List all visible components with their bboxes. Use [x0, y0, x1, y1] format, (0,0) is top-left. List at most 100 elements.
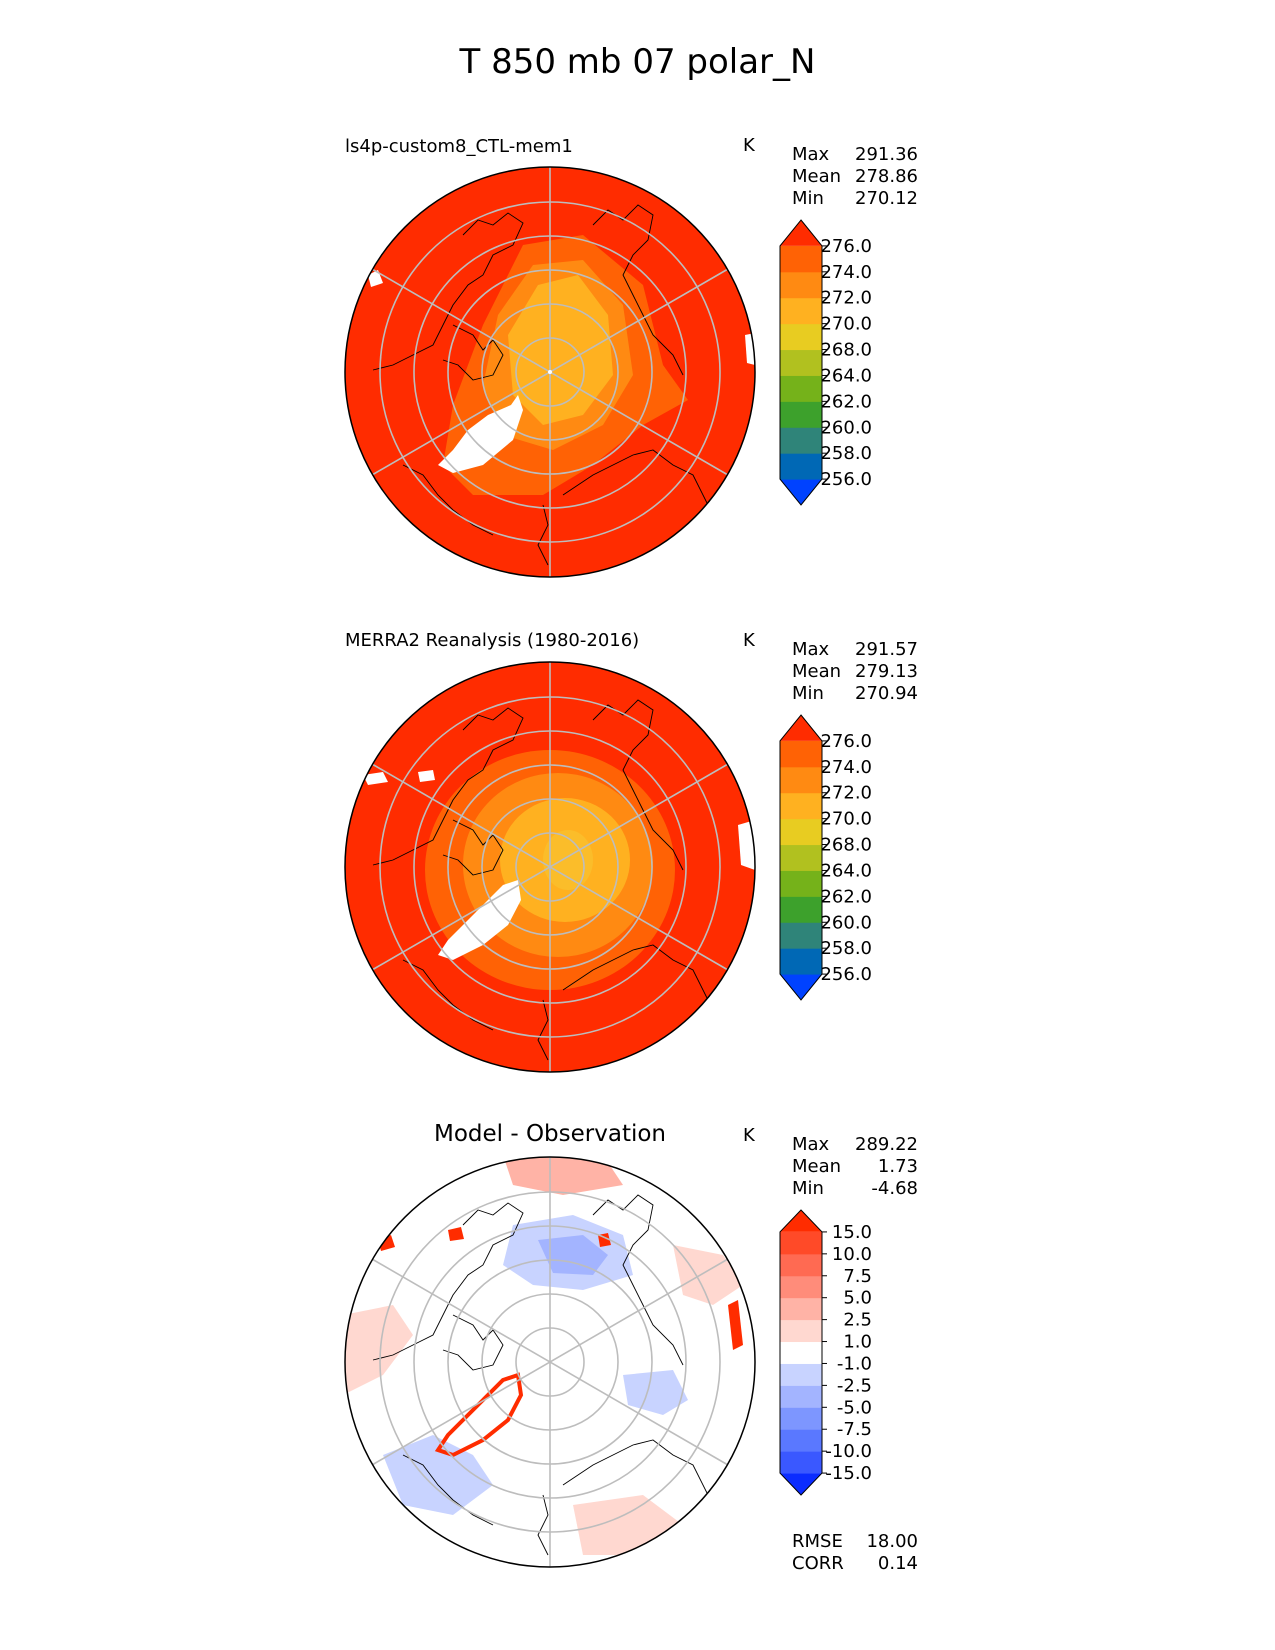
stat-min: Min 270.94 [792, 683, 918, 704]
panel-2-units: K [743, 630, 755, 651]
colorbar-tick-label: 10.0 [832, 1244, 872, 1265]
stat-min: Min 270.12 [792, 188, 918, 209]
panel-2-polar-map [344, 661, 756, 1073]
colorbar-tick-label: 15.0 [832, 1222, 872, 1243]
panel-3-colorbar: -15.0-10.0-7.5-5.0-2.5-1.01.02.55.07.510… [779, 1209, 872, 1496]
colorbar-segment [780, 453, 822, 480]
diff-warm-top [503, 1157, 623, 1195]
colorbar-tick-label: 274.0 [820, 262, 872, 283]
colorbar-tick-label: -2.5 [837, 1375, 872, 1396]
metric-corr: CORR 0.14 [792, 1553, 918, 1574]
colorbar-segment [780, 1363, 822, 1386]
colorbar-tick-label: -15.0 [825, 1463, 872, 1484]
colorbar-tick-label: -7.5 [837, 1419, 872, 1440]
colorbar-segment [780, 1429, 822, 1452]
colorbar-segment [780, 844, 822, 871]
diff-hotspot-edge [728, 1300, 743, 1350]
panel-1-title: ls4p-custom8_CTL-mem1 [345, 136, 573, 157]
colorbar-tick-label: 262.0 [820, 391, 872, 412]
colorbar-segment [780, 349, 822, 376]
colorbar-tick-label: 260.0 [820, 417, 872, 438]
coastlines [372, 1194, 714, 1556]
missing-patch-1 [363, 772, 388, 785]
panel-1-polar-map [344, 166, 756, 578]
pole-marker [548, 370, 552, 374]
colorbar-tick-label: -5.0 [837, 1397, 872, 1418]
colorbar-segment [780, 818, 822, 846]
colorbar-tick-label: 2.5 [843, 1310, 872, 1331]
colorbar-segment [780, 715, 822, 741]
coastlines [372, 204, 714, 566]
colorbar-segment [780, 1210, 822, 1232]
colorbar-tick-label: 256.0 [820, 964, 872, 985]
metric-rmse: RMSE 18.00 [792, 1531, 918, 1552]
diff-cool-bottom-left [383, 1435, 493, 1515]
colorbar-segment [780, 1341, 822, 1364]
colorbar-segment [780, 896, 822, 923]
diff-cool-right [623, 1370, 688, 1415]
colorbar-tick-label: 7.5 [843, 1266, 872, 1287]
missing-patch-left [368, 270, 383, 287]
colorbar-segment [780, 297, 822, 325]
colorbar-segment [780, 870, 822, 897]
missing-patch-2 [418, 770, 435, 782]
panel-2-colorbar: 256.0 258.0 260.0 262.0 264.0 268.0 270.0 272.0… [779, 714, 872, 1001]
colorbar-tick-label: 260.0 [820, 912, 872, 933]
stat-max: Max 289.22 [792, 1134, 918, 1155]
colorbar-segment [780, 271, 822, 299]
colorbar-segment [780, 401, 822, 428]
colorbar-segment [780, 479, 822, 505]
colorbar-tick-label: 1.0 [843, 1332, 872, 1353]
colorbar-segment [780, 1253, 822, 1277]
colorbar-segment [780, 245, 822, 273]
panel-1-colorbar: 256.0 258.0 260.0 262.0 264.0 268.0 270.0 272.0… [779, 219, 872, 506]
greenland-mask [438, 880, 521, 960]
colorbar-tick-label: 276.0 [820, 731, 872, 752]
colorbar-tick-label: 274.0 [820, 757, 872, 778]
colorbar-tick-label: 272.0 [820, 783, 872, 804]
colorbar-segment [780, 375, 822, 402]
colorbar-segment [780, 792, 822, 820]
diff-hotspot-2 [448, 1227, 464, 1241]
colorbar-tick-label: 264.0 [820, 860, 872, 881]
panel-2-title: MERRA2 Reanalysis (1980-2016) [345, 630, 640, 651]
colorbar-tick-label: 270.0 [820, 809, 872, 830]
colorbar-tick-label: 258.0 [820, 938, 872, 959]
colorbar-segment [780, 1319, 822, 1343]
panel-1-units: K [743, 135, 755, 156]
colorbar-segment [780, 427, 822, 454]
panel-3-stats: Max 289.22 Mean 1.73 Min -4.68 [792, 1134, 918, 1200]
colorbar-segment [780, 740, 822, 768]
figure-title: T 850 mb 07 polar_N [459, 42, 816, 82]
colorbar-tick-label: 256.0 [820, 469, 872, 490]
stat-max: Max 291.36 [792, 144, 918, 165]
colorbar-segment [780, 974, 822, 1000]
colorbar-tick-label: 272.0 [820, 288, 872, 309]
stat-mean: Mean 278.86 [792, 166, 918, 187]
graticule [371, 1157, 729, 1567]
panel-3-polar-map [344, 1156, 756, 1568]
stat-min: Min -4.68 [792, 1178, 918, 1199]
greenland-mask [438, 395, 523, 473]
colorbar-tick-label: -10.0 [825, 1441, 872, 1462]
stat-max: Max 291.57 [792, 639, 918, 660]
colorbar-segment [780, 323, 822, 351]
panel-3-units: K [743, 1125, 755, 1146]
colorbar-segment [780, 922, 822, 949]
colorbar-segment [780, 1473, 822, 1495]
stat-mean: Mean 1.73 [792, 1156, 918, 1177]
panel-3-metrics: RMSE 18.00 CORR 0.14 [792, 1531, 918, 1575]
colorbar-segment [780, 1275, 822, 1299]
colorbar-segment [780, 1231, 822, 1255]
diff-warm-left [345, 1305, 413, 1395]
colorbar-tick-label: 276.0 [820, 236, 872, 257]
colorbar-segment [780, 1385, 822, 1408]
colorbar-tick-label: 270.0 [820, 314, 872, 335]
missing-patch-3 [738, 820, 755, 870]
panel-3-title: Model - Observation [433, 1121, 667, 1147]
colorbar-segment [780, 1407, 822, 1430]
colorbar-tick-label: 268.0 [820, 340, 872, 361]
colorbar-segment [780, 948, 822, 975]
colorbar-segment [780, 1297, 822, 1321]
field-band-268 [543, 830, 593, 890]
